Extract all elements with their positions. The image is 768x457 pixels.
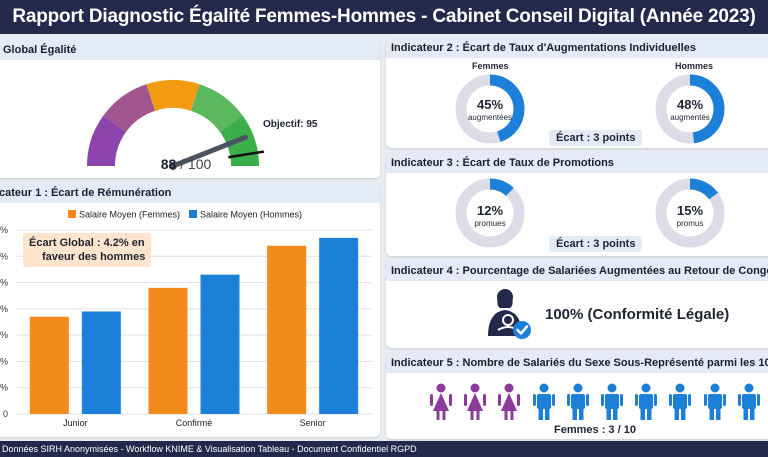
indicator5-summary: Femmes : 3 / 10 [554, 424, 636, 436]
gauge-hub [169, 162, 177, 170]
woman-icon [430, 383, 452, 420]
indicator2-women-label: Femmes [472, 61, 509, 71]
mother-baby-check-icon [488, 289, 531, 339]
indicator3-men-sub: promus [676, 219, 704, 228]
legend-swatch [189, 210, 197, 218]
y-tick-label: 0% [0, 278, 8, 288]
indicator2-men-label: Hommes [675, 61, 714, 71]
objective-label: Objectif: 95 [263, 119, 318, 130]
score-gauge [87, 80, 265, 170]
indicator4-panel: Indicateur 4 : Pourcentage de Salariées … [386, 261, 768, 348]
indicator3-men-value: 15% promus [655, 203, 725, 228]
y-tick-label: 0% [0, 383, 8, 393]
salary-bar [148, 287, 188, 414]
indicator4-value: 100% (Conformité Légale) [545, 306, 730, 323]
score-panel-title: Global Égalité [0, 40, 380, 60]
report-title: Rapport Diagnostic Égalité Femmes-Hommes… [0, 0, 768, 34]
top10-people-row [430, 383, 760, 423]
indicator3-women-value: 12% promues [455, 203, 525, 228]
gauge-segment [87, 115, 127, 166]
man-icon [737, 383, 760, 420]
indicator5-panel: Indicateur 5 : Nombre de Salariés du Sex… [386, 353, 768, 439]
y-tick-label: 0% [0, 251, 8, 261]
donut-fill [455, 74, 525, 144]
indicator3-title: Indicateur 3 : Écart de Taux de Promotio… [386, 153, 768, 173]
man-icon [601, 383, 623, 420]
y-tick-label: 0% [0, 356, 8, 366]
indicator3-women-donut [455, 178, 525, 248]
indicator3-men-pct: 15% [676, 203, 704, 218]
gauge-needle [170, 134, 249, 169]
salary-bar [29, 316, 69, 414]
indicator2-women-pct: 45% [476, 97, 504, 112]
man-icon [703, 383, 726, 420]
woman-icon [464, 383, 487, 420]
pay-gap-annotation: Écart Global : 4.2% en faveur des hommes [23, 233, 152, 267]
indicator3-panel: Indicateur 3 : Écart de Taux de Promotio… [386, 153, 768, 256]
y-tick-label: 0% [0, 330, 8, 340]
y-tick-label: 0% [0, 304, 8, 314]
y-tick-label: 0 [3, 409, 8, 419]
score-readout: 88 / 100 [146, 156, 226, 172]
y-tick-label: 0% [0, 225, 8, 235]
salary-bar [81, 311, 121, 414]
indicator2-men-pct: 48% [676, 97, 704, 112]
x-category-label: Confirmé [176, 418, 213, 428]
salary-bar-chart: 0% 0% 0% 0% 0% 0% 0% 0 Salaire Moyen (Femmes) Sal… [0, 210, 372, 428]
donut-fill [655, 74, 725, 144]
indicator3-women-sub: promues [474, 219, 506, 228]
man-icon [532, 383, 555, 420]
woman-icon [498, 383, 521, 420]
salary-bar [319, 237, 359, 414]
score-max: / 100 [176, 156, 212, 172]
indicator3-gap-badge: Écart : 3 points [549, 236, 643, 252]
gauge-segment [103, 84, 156, 132]
score-value: 88 [160, 156, 177, 172]
x-category-label: Senior [300, 418, 326, 428]
indicator1-title: cateur 1 : Écart de Rémunération [0, 183, 380, 203]
donut-fill [655, 178, 725, 248]
indicator2-gap-badge: Écart : 3 points [549, 130, 643, 146]
indicator2-women-value: 45% augmentées [455, 97, 525, 122]
donut-fill [455, 178, 525, 248]
salary-bar [267, 245, 307, 414]
indicator2-panel: Indicateur 2 : Écart de Taux d'Augmentat… [386, 38, 768, 148]
pay-gap-annotation-line2: faveur des hommes [42, 251, 146, 263]
indicator2-title: Indicateur 2 : Écart de Taux d'Augmentat… [386, 38, 768, 58]
legend-label: Salaire Moyen (Femmes) [79, 210, 180, 220]
salary-bar [200, 274, 240, 414]
man-icon [566, 383, 589, 420]
gauge-segment [190, 84, 243, 132]
legend-swatch [68, 210, 76, 218]
score-panel: Global Égalité Objectif: 95 88 / 100 [0, 40, 380, 178]
indicator2-women-donut [455, 74, 525, 144]
indicator4-title: Indicateur 4 : Pourcentage de Salariées … [386, 261, 768, 281]
indicator2-women-sub: augmentées [467, 113, 513, 122]
footer-note: Données SIRH Anonymisées - Workflow KNIM… [0, 441, 768, 457]
indicator2-men-donut [655, 74, 725, 144]
legend-label: Salaire Moyen (Hommes) [200, 210, 302, 220]
indicator2-men-value: 48% augmentés [655, 97, 725, 122]
indicator5-title: Indicateur 5 : Nombre de Salariés du Sex… [386, 353, 768, 373]
objective-marker [228, 150, 265, 159]
indicator1-panel: cateur 1 : Écart de Rémunération 0%0%0%0… [0, 183, 380, 437]
indicator3-men-donut [655, 178, 725, 248]
gauge-segment [146, 80, 200, 111]
pay-gap-annotation-line1: Écart Global : 4.2% en [29, 237, 145, 249]
man-icon [635, 383, 658, 420]
indicator2-men-sub: augmentés [670, 113, 710, 122]
x-category-label: Junior [63, 418, 88, 428]
man-icon [669, 383, 692, 420]
indicator3-women-pct: 12% [476, 203, 504, 218]
